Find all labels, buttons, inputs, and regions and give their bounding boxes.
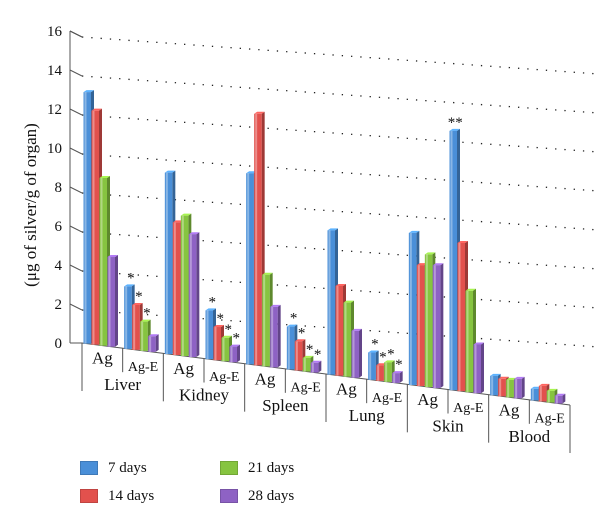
significance-marker: *: [387, 346, 395, 362]
y-tick-label: 14: [47, 63, 63, 79]
legend-label: 28 days: [248, 487, 295, 504]
y-tick-label: 6: [55, 219, 63, 235]
significance-marker: **: [448, 115, 463, 131]
y-tick-label: 2: [55, 297, 63, 313]
significance-marker: *: [217, 311, 225, 327]
y-tick-label: 16: [47, 24, 63, 40]
significance-marker: *: [127, 270, 135, 286]
category-label: Ag: [336, 380, 357, 399]
significance-marker: *: [290, 311, 298, 327]
category-label: Ag-E: [209, 370, 239, 385]
bar: [107, 255, 118, 347]
organ-label: Spleen: [262, 396, 309, 415]
legend-item: 7 days: [80, 458, 147, 478]
significance-marker: *: [395, 357, 403, 373]
gridline: [81, 36, 596, 75]
bar: [432, 263, 444, 389]
significance-marker: *: [306, 342, 314, 358]
legend-item: 28 days: [220, 486, 294, 506]
organ-label: Lung: [349, 406, 385, 425]
legend-swatch: [220, 461, 238, 475]
bar: [310, 360, 322, 373]
significance-marker: *: [209, 294, 217, 310]
bar: [188, 232, 200, 358]
gridline: [81, 192, 596, 231]
y-tick-label: 0: [55, 336, 63, 352]
organ-label: Liver: [104, 375, 141, 394]
category-label: Ag-E: [535, 411, 565, 426]
y-tick-mark: [69, 303, 83, 311]
axes: [69, 30, 571, 453]
significance-marker: *: [135, 289, 143, 305]
significance-marker: *: [379, 349, 387, 365]
bar: [514, 376, 525, 399]
bar: [392, 371, 403, 383]
y-tick-mark: [69, 264, 83, 272]
y-axis-label: (μg of silver/g of organ): [21, 123, 40, 287]
y-tick-mark: [69, 225, 83, 233]
y-tick-label: 8: [55, 180, 63, 196]
y-tick-label: 4: [55, 258, 63, 274]
gridline: [81, 270, 596, 309]
category-label: Ag-E: [128, 360, 158, 375]
significance-marker: *: [314, 347, 322, 363]
legend-item: 14 days: [80, 486, 154, 506]
gridline: [81, 153, 596, 192]
gridline: [81, 114, 596, 153]
organ-label: Kidney: [179, 386, 230, 405]
legend: 7 days 21 days 14 days 28 days: [80, 458, 400, 528]
y-tick-mark: [69, 108, 83, 116]
y-tick-mark: [69, 147, 83, 155]
y-tick-label: 12: [47, 102, 62, 118]
y-tick-mark: [69, 186, 83, 194]
legend-label: 21 days: [248, 459, 295, 476]
category-label: Ag: [92, 349, 113, 368]
category-label: Ag: [499, 400, 520, 419]
legend-swatch: [80, 461, 98, 475]
gridlines: [81, 36, 596, 348]
axis-labels: 0 2 4 6 8 10 12 14 16 Ag Ag-E Ag Ag-E Ag Ag-E Ag Ag-E Ag A…: [47, 24, 565, 446]
significance-marker: *: [143, 306, 151, 322]
significance-marker: *: [233, 331, 241, 347]
bar: [473, 342, 484, 394]
category-label: Ag: [417, 390, 438, 409]
bar: [554, 393, 566, 404]
legend-item: 21 days: [220, 458, 294, 478]
significance-marker: *: [225, 322, 233, 338]
legend-label: 14 days: [108, 487, 155, 504]
y-tick-mark: [69, 69, 83, 77]
significance-marker: *: [371, 337, 379, 353]
legend-swatch: [220, 489, 238, 503]
bars: [83, 90, 566, 404]
category-label: Ag: [173, 359, 194, 378]
category-label: Ag-E: [453, 401, 483, 416]
y-tick-mark: [69, 30, 83, 38]
gridline: [81, 75, 596, 114]
bar: [351, 328, 362, 378]
bar: [229, 344, 240, 363]
bar: [270, 304, 281, 368]
category-label: Ag-E: [291, 380, 321, 395]
y-tick-label: 10: [47, 141, 62, 157]
gridline: [81, 231, 596, 270]
bar: [148, 334, 159, 352]
significance-marker: *: [298, 325, 306, 341]
category-label: Ag-E: [372, 391, 402, 406]
category-label: Ag: [255, 369, 276, 388]
legend-label: 7 days: [108, 459, 147, 476]
organ-label: Blood: [509, 427, 551, 446]
gridline: [81, 309, 596, 348]
legend-swatch: [80, 489, 98, 503]
organ-label: Skin: [432, 417, 464, 436]
